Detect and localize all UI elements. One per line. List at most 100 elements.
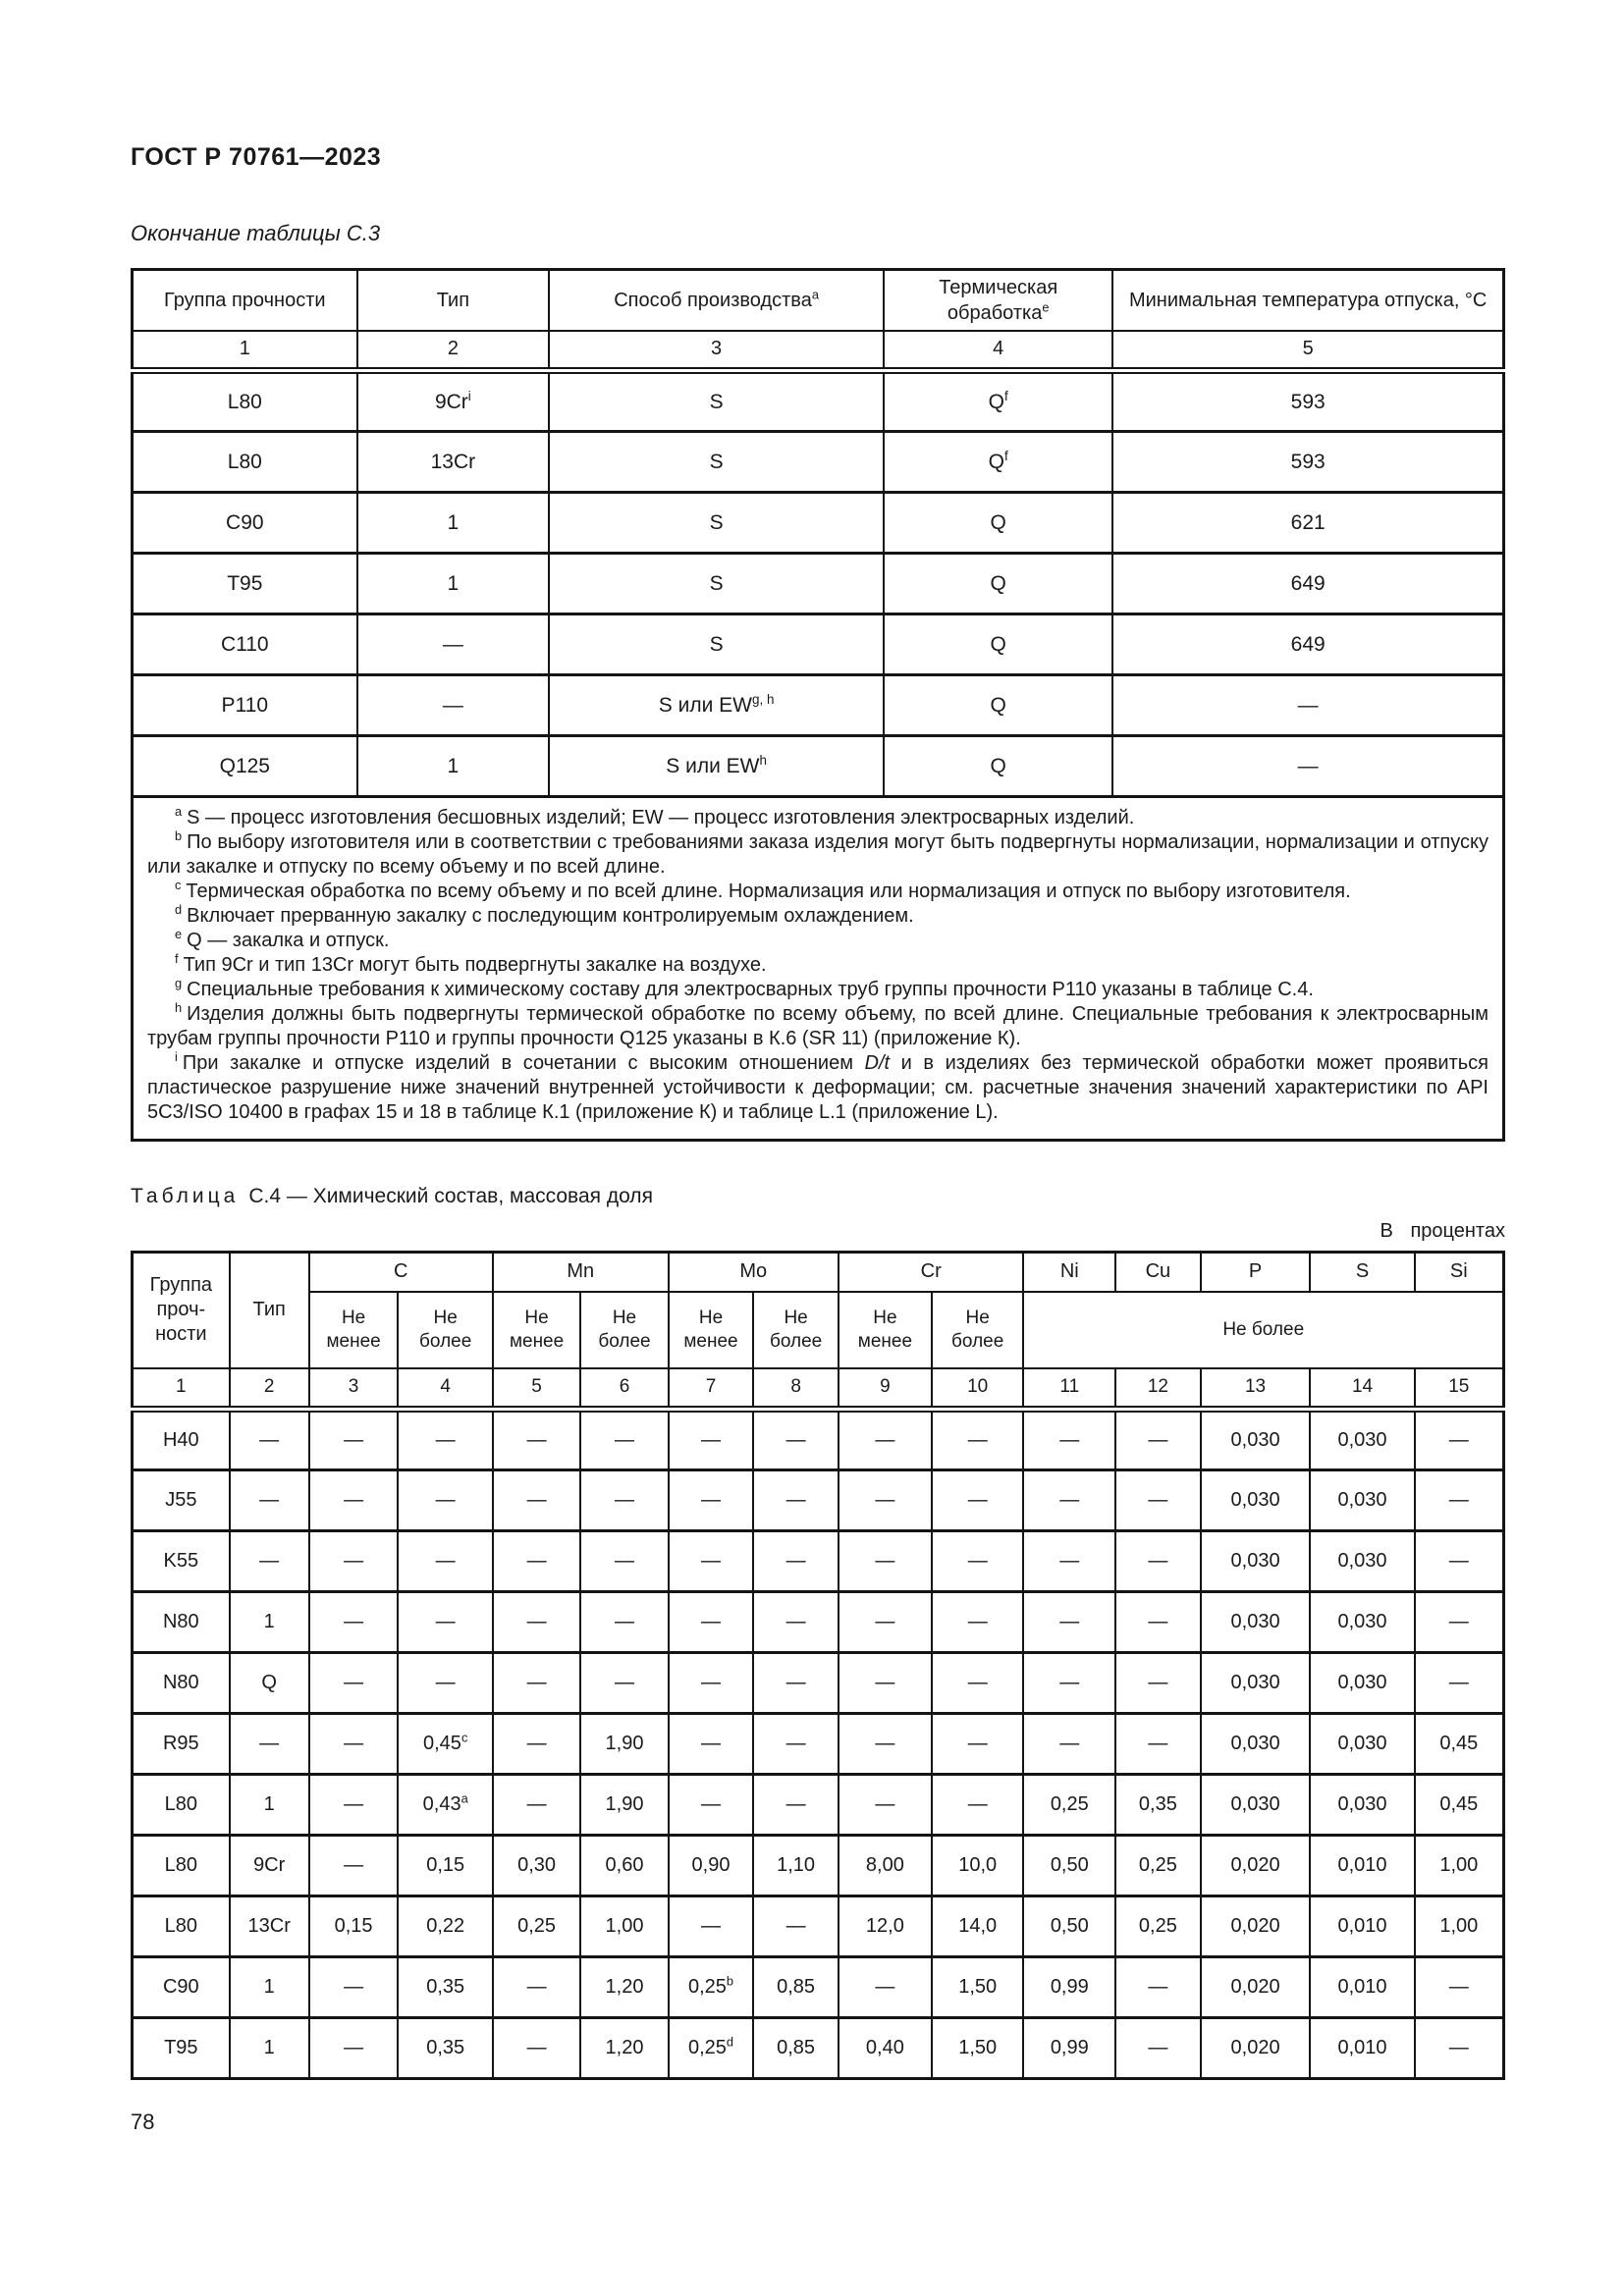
column-number: 1 <box>131 1366 231 1413</box>
table-c3-header: Группа прочности Тип Способ производстваa Т… <box>131 268 1505 374</box>
table-cell: 0,010 <box>1309 1895 1416 1958</box>
table-cell: 649 <box>1111 552 1505 615</box>
table-row: T95 1 S Q 649 <box>131 552 1505 615</box>
table-row: H40— — — — — — — — — — —0,030 0,030— <box>131 1408 1505 1471</box>
table-cell: — <box>491 1955 582 2019</box>
table-cell: 1,00 <box>579 1895 670 1958</box>
column-header: Термическая обработкаe <box>883 268 1114 332</box>
table-cell: — <box>930 1590 1025 1654</box>
table-cell: — <box>930 1712 1025 1776</box>
table-row: T95 1—0,35—1,20 0,25d 0,85 0,40 1,50 0,99—0,02… <box>131 2016 1505 2080</box>
table-cell: 0,030 <box>1199 1773 1312 1837</box>
footnote: h Изделия должны быть подвергнуты термиче… <box>147 1000 1489 1049</box>
table-cell: L80 <box>131 369 358 433</box>
table-row: C110— S Q 649 <box>131 613 1505 676</box>
table-cell: 1 <box>228 2016 310 2080</box>
table-cell: — <box>355 673 551 737</box>
table-row: L80 13Cr S Qf 593 <box>131 430 1505 494</box>
table-cell: 0,85 <box>752 2016 839 2080</box>
table-c3-caption: Окончание таблицы С.3 <box>131 221 381 245</box>
table-cell: — <box>667 1408 755 1471</box>
table-cell: — <box>491 1773 582 1837</box>
table-cell: — <box>752 1408 839 1471</box>
table-row: L80 9Cri S Qf 593 <box>131 369 1505 433</box>
table-cell: 0,25 <box>1114 1895 1202 1958</box>
table-cell: 0,030 <box>1309 1651 1416 1715</box>
table-cell: 0,010 <box>1309 1834 1416 1897</box>
column-number: 3 <box>307 1366 400 1413</box>
table-cell: 0,020 <box>1199 1834 1312 1897</box>
column-header: Cu <box>1114 1251 1202 1293</box>
table-cell: 13Cr <box>355 430 551 494</box>
table-cell: Q <box>883 673 1114 737</box>
table-cell: 621 <box>1111 491 1505 555</box>
column-number: 1 <box>131 329 358 374</box>
table-cell: — <box>752 1529 839 1593</box>
table-cell: — <box>837 1468 933 1532</box>
table-cell: — <box>837 1955 933 2019</box>
table-cell: — <box>307 1529 400 1593</box>
table-cell: 1 <box>228 1955 310 2019</box>
table-cell: N80 <box>131 1651 231 1715</box>
table-cell: 0,030 <box>1309 1712 1416 1776</box>
table-cell: Q <box>883 552 1114 615</box>
column-header: Не менее <box>491 1290 582 1369</box>
table-cell: — <box>1413 1529 1505 1593</box>
table-row: K55— — — — — — — — — — —0,030 0,030— <box>131 1529 1505 1593</box>
table-cell: R95 <box>131 1712 231 1776</box>
table-cell: 0,020 <box>1199 1895 1312 1958</box>
table-cell: — <box>355 613 551 676</box>
table-cell: T95 <box>131 2016 231 2080</box>
table-cell: — <box>837 1408 933 1471</box>
table-cell: — <box>491 1590 582 1654</box>
table-cell: — <box>752 1468 839 1532</box>
table-cell: — <box>491 1712 582 1776</box>
footnote: g Специальные требования к химическому со… <box>175 976 1314 1000</box>
table-cell: 0,22 <box>397 1895 494 1958</box>
table-cell: — <box>579 1651 670 1715</box>
column-header: Минимальная температура отпуска, °С <box>1111 268 1505 332</box>
column-number: 14 <box>1309 1366 1416 1413</box>
table-cell: 9Cri <box>355 369 551 433</box>
table-cell: — <box>930 1408 1025 1471</box>
table-cell: — <box>397 1529 494 1593</box>
table-cell: 649 <box>1111 613 1505 676</box>
table-cell: 1,90 <box>579 1773 670 1837</box>
table-cell: 0,030 <box>1199 1590 1312 1654</box>
table-c4-body: H40— — — — — — — — — — —0,030 0,030— J55— — — — — — — — — — —0… <box>131 1408 1505 2080</box>
table-cell: Qf <box>883 369 1114 433</box>
table-row: L80 13Cr 0,15 0,22 0,25 1,00— —12,0 14,0 0,50 0,2… <box>131 1895 1505 1958</box>
table-cell: — <box>1022 1712 1117 1776</box>
table-cell: — <box>1114 2016 1202 2080</box>
table-cell: H40 <box>131 1408 231 1471</box>
table-cell: 0,85 <box>752 1955 839 2019</box>
column-header: Группа прочности <box>131 268 358 332</box>
table-cell: — <box>837 1651 933 1715</box>
table-cell: — <box>307 1651 400 1715</box>
table-cell: — <box>1022 1651 1117 1715</box>
table-cell: — <box>752 1651 839 1715</box>
column-number: 13 <box>1199 1366 1312 1413</box>
table-cell: 0,030 <box>1199 1529 1312 1593</box>
table-cell: — <box>667 1529 755 1593</box>
table-cell: P110 <box>131 673 358 737</box>
footnote: d Включает прерванную закалку с последующ… <box>175 902 914 927</box>
table-cell: — <box>1413 1408 1505 1471</box>
table-cell: — <box>667 1712 755 1776</box>
table-cell: N80 <box>131 1590 231 1654</box>
table-cell: 0,020 <box>1199 1955 1312 2019</box>
table-cell: — <box>752 1773 839 1837</box>
table-c4-numbers-row: 1 2 3 4 5 6 7 8 9 10 11 12 13 14 15 <box>131 1366 1505 1413</box>
column-number: 3 <box>548 329 886 374</box>
table-cell: — <box>752 1590 839 1654</box>
table-cell: 0,99 <box>1022 1955 1117 2019</box>
table-cell: — <box>228 1408 310 1471</box>
table-row: C90 1—0,35—1,20 0,25b 0,85—1,50 0,99—0,020 0,… <box>131 1955 1505 2019</box>
column-number: 5 <box>1111 329 1505 374</box>
table-cell: 0,030 <box>1309 1529 1416 1593</box>
column-header: Способ производстваa <box>548 268 886 332</box>
table-cell: J55 <box>131 1468 231 1532</box>
table-cell: — <box>228 1712 310 1776</box>
